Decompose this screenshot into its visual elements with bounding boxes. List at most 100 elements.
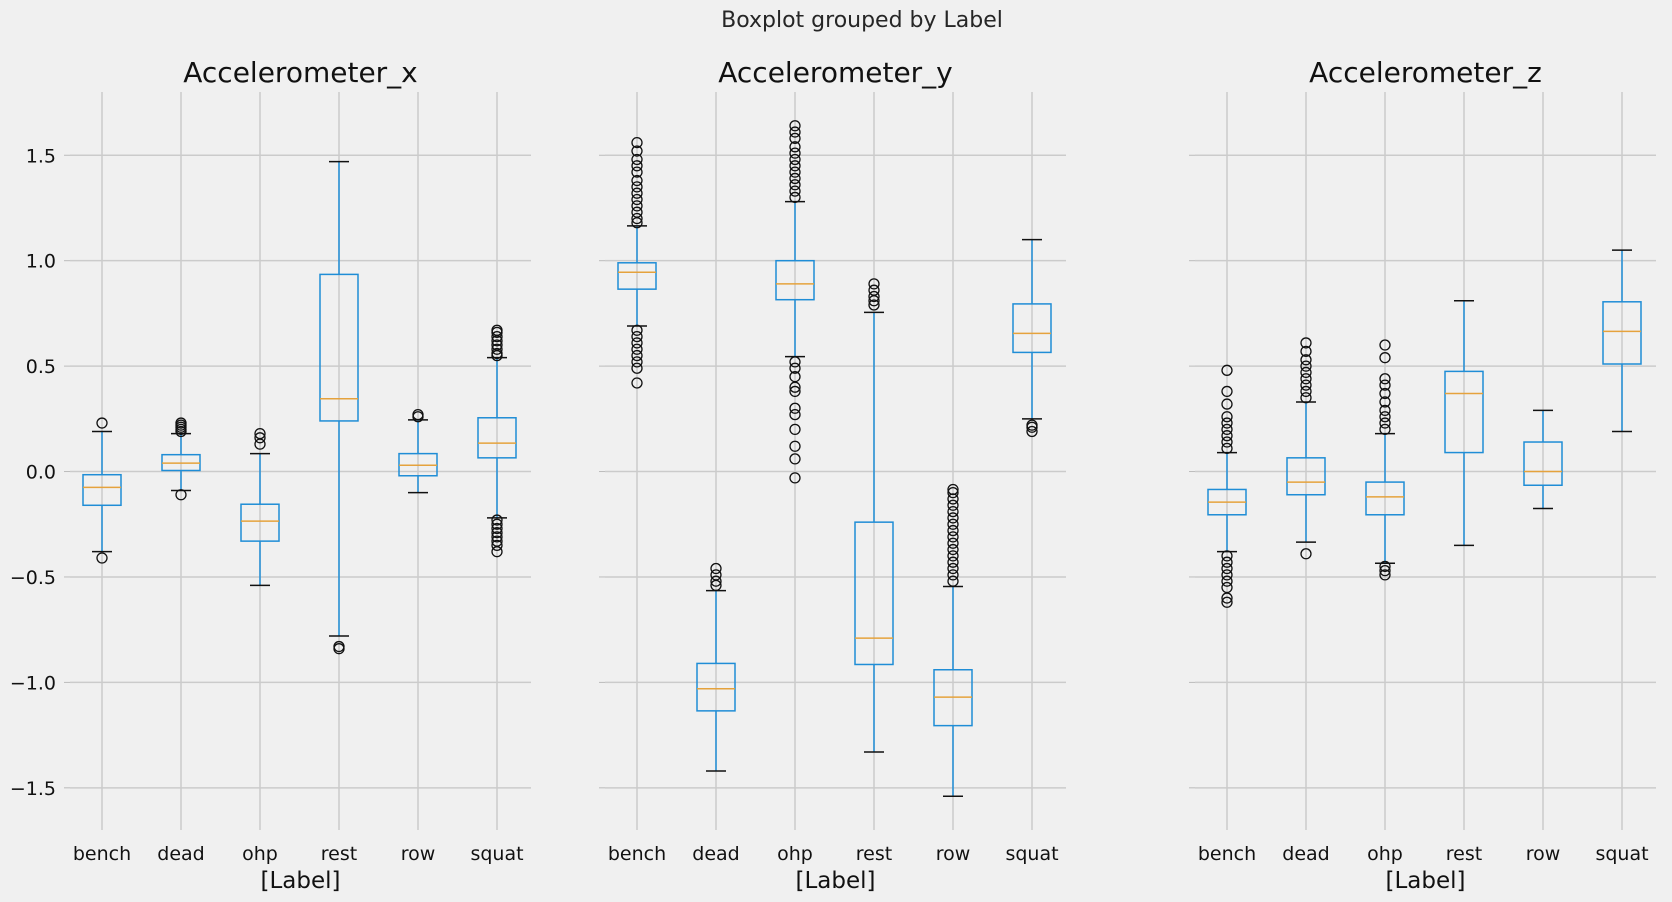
- flier-point: [789, 126, 801, 138]
- flier-point: [789, 408, 801, 421]
- box-ohp: [1365, 339, 1405, 581]
- flier-point: [789, 132, 801, 145]
- flier-point: [789, 147, 801, 159]
- flier-point: [789, 120, 801, 132]
- flier-point: [789, 362, 801, 374]
- flier-point: [1379, 564, 1391, 577]
- flier-point: [789, 153, 801, 166]
- flier-point: [1300, 345, 1312, 358]
- flier-point: [333, 643, 345, 655]
- flier-point: [491, 522, 503, 535]
- box-row: [1523, 409, 1563, 510]
- x-axis-label: [Label]: [261, 868, 341, 894]
- flier-point: [1221, 385, 1233, 398]
- x-tick-label: squat: [470, 843, 523, 865]
- x-tick-label: dead: [1282, 843, 1329, 865]
- flier-point: [175, 417, 187, 429]
- flier-point: [789, 440, 801, 452]
- box-dead: [161, 417, 201, 501]
- flier-point: [631, 145, 643, 157]
- x-tick-label: dead: [692, 843, 739, 865]
- flier-point: [491, 514, 503, 526]
- box-ohp: [775, 120, 815, 484]
- flier-point: [1379, 387, 1391, 400]
- flier-point: [1379, 379, 1391, 391]
- x-tick-label: squat: [1595, 843, 1648, 865]
- flier-point: [491, 518, 503, 530]
- flier-point: [947, 543, 959, 556]
- y-tick-label: 0.5: [26, 356, 56, 378]
- box-rest: [854, 278, 894, 753]
- flier-point: [710, 575, 722, 587]
- flier-point: [1221, 592, 1233, 604]
- flier-point: [1221, 398, 1233, 410]
- flier-point: [1026, 425, 1038, 438]
- x-tick-label: bench: [73, 843, 131, 865]
- flier-point: [491, 539, 503, 551]
- iqr-box: [1523, 441, 1563, 486]
- flier-point: [1221, 550, 1233, 562]
- iqr-box: [1602, 301, 1642, 365]
- flier-point: [1221, 411, 1233, 423]
- flier-point: [1221, 556, 1233, 568]
- flier-point: [254, 432, 266, 444]
- box-ohp: [240, 427, 280, 587]
- flier-point: [631, 153, 643, 166]
- flier-point: [1221, 364, 1233, 376]
- flier-point: [1300, 337, 1312, 349]
- flier-point: [96, 417, 108, 429]
- flier-point: [947, 499, 959, 511]
- x-tick-label: row: [936, 843, 971, 865]
- iqr-box: [617, 262, 657, 290]
- flier-point: [947, 569, 959, 581]
- flier-point: [1379, 423, 1391, 436]
- flier-point: [631, 337, 643, 349]
- box-squat: [477, 324, 517, 558]
- flier-point: [631, 343, 643, 355]
- figure-suptitle: Boxplot grouped by Label: [721, 8, 1003, 33]
- flier-point: [491, 347, 503, 360]
- flier-point: [1221, 430, 1233, 442]
- flier-point: [1221, 442, 1233, 454]
- flier-point: [491, 330, 503, 343]
- box-bench: [82, 417, 122, 564]
- iqr-box: [1012, 303, 1052, 354]
- x-axis-label: [Label]: [1386, 868, 1466, 894]
- box-row: [398, 408, 438, 494]
- flier-point: [947, 518, 959, 530]
- box-squat: [1012, 238, 1052, 438]
- flier-point: [1221, 436, 1233, 448]
- iqr-box: [1286, 457, 1326, 496]
- iqr-box: [775, 259, 815, 301]
- flier-point: [1221, 423, 1233, 436]
- flier-point: [947, 505, 959, 518]
- flier-point: [789, 381, 801, 393]
- iqr-box: [240, 503, 280, 542]
- panel-title: Accelerometer_x: [183, 56, 418, 89]
- flier-point: [1379, 373, 1391, 385]
- flier-point: [789, 141, 801, 153]
- flier-point: [631, 181, 643, 193]
- flier-point: [1300, 354, 1312, 366]
- flier-point: [631, 349, 643, 362]
- flier-point: [1379, 411, 1391, 423]
- flier-point: [1300, 385, 1312, 398]
- y-tick-label: 1.5: [26, 145, 56, 167]
- flier-point: [868, 299, 880, 311]
- x-tick-label: bench: [608, 843, 666, 865]
- flier-point: [631, 324, 643, 336]
- flier-point: [1026, 421, 1038, 433]
- box-dead: [696, 562, 736, 772]
- flier-point: [710, 569, 722, 581]
- x-tick-label: row: [401, 843, 436, 865]
- flier-point: [1379, 569, 1391, 581]
- y-tick-label: −0.5: [10, 567, 56, 589]
- flier-point: [175, 489, 187, 501]
- x-axis-label: [Label]: [796, 868, 876, 894]
- flier-point: [947, 550, 959, 562]
- flier-point: [491, 531, 503, 543]
- flier-point: [789, 472, 801, 484]
- box-squat: [1602, 249, 1642, 433]
- y-tick-label: −1.0: [10, 672, 56, 694]
- flier-point: [631, 160, 643, 172]
